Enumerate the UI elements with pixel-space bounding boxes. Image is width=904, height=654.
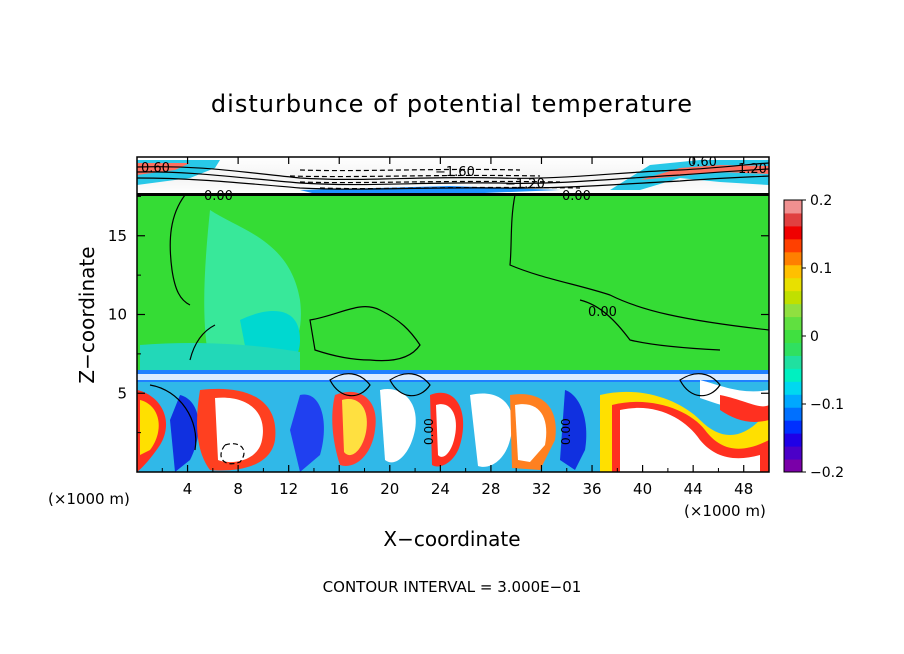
contour-label: 0.00 <box>562 189 591 204</box>
colorbar: 0.2 0.1 0 −0.1 −0.2 <box>783 193 844 481</box>
colorbar-swatch <box>784 381 802 395</box>
contour-label: −1.20 <box>505 177 545 192</box>
x-tick-label: 12 <box>279 480 298 498</box>
colorbar-swatch <box>784 355 802 369</box>
x-axis: 4 8 12 16 20 24 28 32 36 40 44 48 <box>161 157 753 498</box>
colorbar-swatch <box>784 342 802 356</box>
contour-label-group: 0.60 0.00 −1.60 −1.20 0.00 0.60 1.20 0.0… <box>141 155 767 445</box>
x-tick-label: 32 <box>532 480 551 498</box>
colorbar-swatch <box>784 316 802 331</box>
y-tick-label: 15 <box>108 227 127 245</box>
colorbar-swatch <box>784 238 802 253</box>
contour-label: 0.00 <box>559 418 573 445</box>
x-tick-label: 8 <box>233 480 243 498</box>
colorbar-swatch <box>784 200 802 214</box>
x-tick-label: 20 <box>380 480 399 498</box>
x-unit-label-right: (×1000 m) <box>684 502 766 520</box>
contour-label: 0.00 <box>588 305 617 320</box>
contour-label: 0.60 <box>688 155 717 170</box>
colorbar-swatch <box>784 459 802 473</box>
tropopause-line <box>137 193 769 196</box>
colorbar-swatch <box>784 290 802 305</box>
colorbar-swatch <box>784 446 802 460</box>
x-tick-label: 48 <box>734 480 753 498</box>
colorbar-label: 0 <box>810 329 819 345</box>
colorbar-label: 0.2 <box>810 193 832 209</box>
colorbar-label: −0.2 <box>810 465 844 481</box>
y-axis: 5 10 15 <box>108 195 769 434</box>
y-tick-label: 5 <box>117 384 127 402</box>
colorbar-swatch <box>784 407 802 421</box>
colorbar-swatch <box>784 225 802 240</box>
colorbar-swatch <box>784 303 802 318</box>
contour-label: −1.60 <box>435 165 475 180</box>
plot-area: 0.60 0.00 −1.60 −1.20 0.00 0.60 1.20 0.0… <box>137 155 769 472</box>
x-unit-label-left: (×1000 m) <box>48 490 130 508</box>
colorbar-swatch <box>784 212 802 227</box>
x-tick-label: 44 <box>684 480 703 498</box>
colorbar-swatch <box>784 264 802 279</box>
contour-label: 1.20 <box>738 162 767 177</box>
colorbar-swatch <box>784 329 802 343</box>
colorbar-swatch <box>784 368 802 382</box>
x-axis-label: X−coordinate <box>383 527 520 551</box>
x-tick-label: 4 <box>183 480 193 498</box>
contour-lines <box>137 162 769 465</box>
colorbar-swatch <box>784 277 802 292</box>
upper-band-edge-right-inner <box>640 165 769 180</box>
x-tick-label: 24 <box>431 480 450 498</box>
y-tick-label: 10 <box>108 306 127 324</box>
contour-label: 0.60 <box>141 161 170 176</box>
colorbar-swatch <box>784 394 802 408</box>
y-axis-label: Z−coordinate <box>75 246 99 383</box>
contour-interval-label: CONTOUR INTERVAL = 3.000E−01 <box>323 578 582 596</box>
contour-label: 0.00 <box>204 189 233 204</box>
x-tick-label: 16 <box>330 480 349 498</box>
x-tick-label: 40 <box>633 480 652 498</box>
boundary-layer-white <box>137 374 769 380</box>
contour-label: 0.00 <box>422 418 436 445</box>
convective-plumes <box>137 380 769 472</box>
x-tick-label: 28 <box>481 480 500 498</box>
colorbar-swatch <box>784 420 802 434</box>
colorbar-swatch <box>784 251 802 266</box>
colorbar-label: 0.1 <box>810 261 832 277</box>
colorbar-swatch <box>784 433 802 447</box>
colorbar-label: −0.1 <box>810 397 844 413</box>
x-tick-label: 36 <box>582 480 601 498</box>
chart-title: disturbunce of potential temperature <box>211 90 693 118</box>
